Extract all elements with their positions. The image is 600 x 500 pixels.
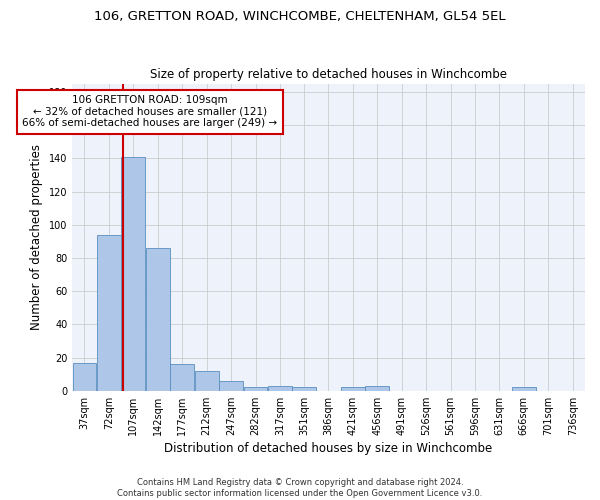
Title: Size of property relative to detached houses in Winchcombe: Size of property relative to detached ho…	[150, 68, 507, 81]
Bar	[170, 364, 194, 391]
Bar	[219, 381, 243, 391]
Bar	[195, 371, 218, 391]
Bar	[73, 362, 97, 391]
Bar	[292, 388, 316, 391]
Text: 106 GRETTON ROAD: 109sqm
← 32% of detached houses are smaller (121)
66% of semi-: 106 GRETTON ROAD: 109sqm ← 32% of detach…	[22, 95, 277, 128]
Bar	[97, 234, 121, 391]
Bar	[268, 386, 292, 391]
Bar	[146, 248, 170, 391]
Bar	[121, 156, 145, 391]
Text: Contains HM Land Registry data © Crown copyright and database right 2024.
Contai: Contains HM Land Registry data © Crown c…	[118, 478, 482, 498]
Y-axis label: Number of detached properties: Number of detached properties	[31, 144, 43, 330]
X-axis label: Distribution of detached houses by size in Winchcombe: Distribution of detached houses by size …	[164, 442, 493, 455]
Bar	[512, 388, 536, 391]
Bar	[341, 388, 365, 391]
Bar	[244, 388, 268, 391]
Text: 106, GRETTON ROAD, WINCHCOMBE, CHELTENHAM, GL54 5EL: 106, GRETTON ROAD, WINCHCOMBE, CHELTENHA…	[94, 10, 506, 23]
Bar	[365, 386, 389, 391]
